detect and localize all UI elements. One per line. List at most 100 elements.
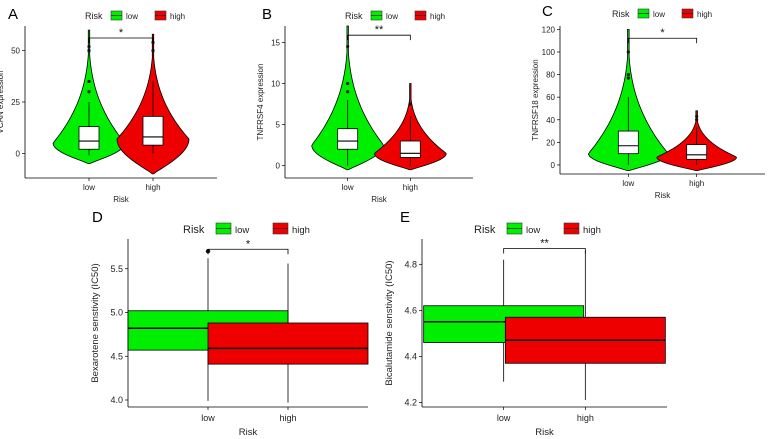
y-tick-label: 5 xyxy=(276,121,281,130)
significance-bracket: ** xyxy=(347,24,411,41)
y-axis-title: TNFRSF4 expression xyxy=(256,64,265,141)
y-axis-title: TNFRSF18 expression xyxy=(531,59,540,140)
legend-label-low: low xyxy=(235,225,249,236)
outlier-point xyxy=(87,49,91,53)
x-tick-label-low: low xyxy=(83,183,95,192)
legend-label-high: high xyxy=(292,225,310,236)
box-high xyxy=(399,140,421,158)
outlier-point xyxy=(626,72,630,77)
x-axis-title: Risk xyxy=(239,427,258,438)
outlier-point xyxy=(695,114,699,118)
outlier-point xyxy=(87,90,91,94)
significance-label: ** xyxy=(540,238,549,250)
y-tick-label: 25 xyxy=(11,98,20,107)
legend-title: Risk xyxy=(345,11,363,21)
outlier-point xyxy=(408,102,412,106)
y-tick-label: 0 xyxy=(16,149,21,158)
significance-label: * xyxy=(660,27,665,39)
y-tick-label: 100 xyxy=(542,48,556,57)
outlier-point xyxy=(151,49,155,53)
y-tick-label: 0 xyxy=(276,162,281,171)
panel-letter: D xyxy=(92,209,103,226)
significance-label: * xyxy=(246,238,251,250)
legend: Risk low high xyxy=(183,222,310,236)
legend-label-low: low xyxy=(653,10,665,19)
panel-letter: A xyxy=(8,6,18,23)
violin-low xyxy=(311,25,385,171)
y-axis-title: Bicalutamide senstivity (IC50) xyxy=(384,260,395,385)
x-tick-label-low: low xyxy=(342,183,354,192)
panel-letter: B xyxy=(262,6,272,23)
x-axis-title: Risk xyxy=(655,191,672,200)
outlier-point xyxy=(87,79,91,84)
chart-panel-b: B Risk low high 0 5 10 15 low high Risk TNFRSF4 exp… xyxy=(256,6,473,204)
box-low xyxy=(337,128,359,150)
legend-title: Risk xyxy=(612,9,630,19)
significance-bracket: * xyxy=(207,238,289,255)
legend: Risk low high xyxy=(345,10,445,21)
violin-low xyxy=(52,29,126,165)
y-tick-label: 5.5 xyxy=(110,264,123,274)
bracket-line xyxy=(503,248,586,254)
legend-label-low: low xyxy=(126,12,138,21)
chart-panel-c: C Risk low high 0 20 40 60 80 100 120 low high Risk TN… xyxy=(531,3,765,200)
bracket-line xyxy=(207,248,289,255)
chart-panel-e: E Risk low high 4.2 4.4 4.6 4.8 low high Risk Bical… xyxy=(384,209,667,438)
y-tick-label: 80 xyxy=(546,71,555,80)
y-tick-label: 4.5 xyxy=(110,351,123,361)
bracket-line xyxy=(88,37,154,43)
legend-title: Risk xyxy=(85,11,103,21)
y-tick-label: 0 xyxy=(551,161,556,170)
y-tick-label: 60 xyxy=(546,93,555,102)
legend-label-high: high xyxy=(170,12,185,21)
x-tick-label-high: high xyxy=(403,183,418,192)
box-high xyxy=(207,322,369,365)
x-tick-label-low: low xyxy=(497,413,511,423)
significance-bracket: * xyxy=(88,27,154,43)
box-low xyxy=(78,126,100,150)
y-tick-label: 4.0 xyxy=(110,395,123,405)
y-tick-label: 20 xyxy=(546,138,555,147)
x-axis-title: Risk xyxy=(371,195,388,204)
y-tick-label: 15 xyxy=(271,38,280,47)
significance-label: ** xyxy=(375,24,384,36)
legend: Risk low high xyxy=(474,222,601,236)
outlier-point xyxy=(695,118,699,122)
legend-label-high: high xyxy=(583,225,601,236)
outlier-point xyxy=(87,44,91,49)
y-tick-label: 10 xyxy=(271,80,280,89)
bracket-line xyxy=(347,34,411,41)
x-tick-label-low: low xyxy=(201,413,215,423)
chart-panel-d: D Risk low high 4.0 4.5 5.0 5.5 low high Risk Bexar… xyxy=(90,209,369,438)
x-tick-label-high: high xyxy=(689,179,704,188)
significance-bracket: ** xyxy=(503,238,586,254)
panel-letter: C xyxy=(542,3,553,20)
y-tick-label: 40 xyxy=(546,116,555,125)
y-axis-title: Bexarotene senstivity (IC50) xyxy=(90,263,101,382)
box-high xyxy=(142,115,164,146)
x-axis-title: Risk xyxy=(535,427,554,438)
legend-label-high: high xyxy=(430,12,445,21)
box-low xyxy=(617,130,639,155)
outlier-point xyxy=(626,76,630,80)
outlier-point xyxy=(346,90,350,94)
y-tick-label: 4.4 xyxy=(404,351,417,361)
legend-label-low: low xyxy=(526,225,540,236)
x-tick-label-low: low xyxy=(622,179,634,188)
legend: Risk low high xyxy=(612,8,712,19)
chart-panel-a: A Risk low high 0 25 50 low high Risk VCAN express… xyxy=(0,6,217,204)
y-tick-label: 5.0 xyxy=(110,308,123,318)
bracket-line xyxy=(627,37,698,44)
x-axis-title: Risk xyxy=(113,195,130,204)
x-tick-label-high: high xyxy=(279,413,296,423)
outlier-point xyxy=(346,44,350,49)
legend-label-high: high xyxy=(697,10,712,19)
outlier-point xyxy=(626,50,630,54)
box-high xyxy=(686,144,708,160)
y-axis-title: VCAN expression xyxy=(0,70,5,133)
outlier-point xyxy=(346,81,350,86)
y-tick-label: 4.8 xyxy=(404,259,417,269)
y-tick-label: 4.6 xyxy=(404,305,417,315)
significance-bracket: * xyxy=(627,27,698,44)
